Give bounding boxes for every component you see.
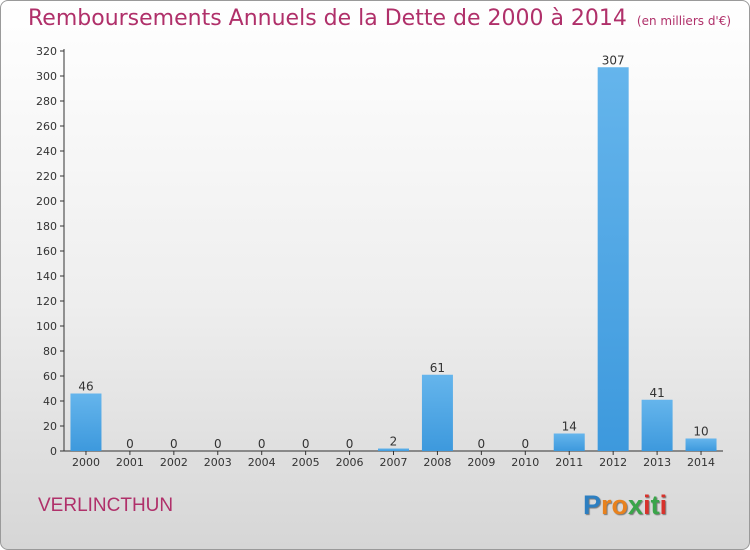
x-tick-label: 2002 xyxy=(160,456,188,469)
y-tick-label: 160 xyxy=(36,245,57,258)
data-label: 0 xyxy=(521,437,529,451)
data-label: 61 xyxy=(430,361,445,375)
bar xyxy=(685,438,717,451)
x-tick-label: 2012 xyxy=(599,456,627,469)
y-tick-label: 300 xyxy=(36,70,57,83)
y-tick-label: 100 xyxy=(36,320,57,333)
logo-letter: t xyxy=(650,490,660,520)
bar xyxy=(421,374,453,451)
data-label: 0 xyxy=(302,437,310,451)
x-tick-label: 2000 xyxy=(72,456,100,469)
bar xyxy=(641,399,673,451)
x-tick-label: 2009 xyxy=(467,456,495,469)
x-tick-label: 2014 xyxy=(687,456,715,469)
chart-title-text: Remboursements Annuels de la Dette de 20… xyxy=(28,6,627,31)
y-tick-label: 220 xyxy=(36,170,57,183)
data-label: 0 xyxy=(214,437,222,451)
data-label: 0 xyxy=(346,437,354,451)
y-tick-label: 320 xyxy=(36,45,57,58)
data-label: 41 xyxy=(649,386,664,400)
x-tick-label: 2001 xyxy=(116,456,144,469)
y-tick-label: 200 xyxy=(36,195,57,208)
data-label: 0 xyxy=(170,437,178,451)
y-tick-label: 260 xyxy=(36,120,57,133)
chart-subtitle: (en milliers d'€) xyxy=(636,14,732,28)
y-tick-label: 40 xyxy=(43,395,57,408)
x-tick-label: 2003 xyxy=(204,456,232,469)
y-tick-label: 60 xyxy=(43,370,57,383)
chart-title: Remboursements Annuels de la Dette de 20… xyxy=(28,6,731,31)
bar xyxy=(70,393,102,451)
data-label: 307 xyxy=(602,53,625,67)
y-tick-label: 280 xyxy=(36,95,57,108)
commune-name: VERLINCTHUN xyxy=(38,495,174,516)
y-tick-label: 0 xyxy=(50,445,57,458)
logo-letter: i xyxy=(659,490,668,520)
bar xyxy=(597,67,629,451)
bar xyxy=(378,448,409,451)
x-tick-label: 2007 xyxy=(380,456,408,469)
proxiti-logo: Proxiti xyxy=(583,490,667,521)
x-tick-label: 2008 xyxy=(423,456,451,469)
y-tick-label: 20 xyxy=(43,420,57,433)
x-tick-label: 2005 xyxy=(292,456,320,469)
data-label: 46 xyxy=(78,380,93,394)
data-label: 10 xyxy=(693,425,708,439)
logo-letter: i xyxy=(643,490,651,520)
data-label: 0 xyxy=(258,437,266,451)
y-tick-label: 240 xyxy=(36,145,57,158)
y-tick-label: 80 xyxy=(43,345,57,358)
x-tick-label: 2011 xyxy=(555,456,583,469)
logo-letter: r xyxy=(601,490,612,520)
logo-letter: x xyxy=(628,490,644,520)
y-tick-label: 120 xyxy=(36,295,57,308)
x-tick-label: 2004 xyxy=(248,456,276,469)
bar xyxy=(553,433,585,451)
y-tick-label: 180 xyxy=(36,220,57,233)
x-tick-label: 2013 xyxy=(643,456,671,469)
data-label: 14 xyxy=(562,420,577,434)
data-label: 0 xyxy=(126,437,134,451)
data-label: 2 xyxy=(390,435,398,449)
logo-letter: P xyxy=(583,490,602,520)
data-label: 0 xyxy=(478,437,486,451)
logo-letter: o xyxy=(611,490,629,520)
x-tick-label: 2006 xyxy=(336,456,364,469)
x-tick-label: 2010 xyxy=(511,456,539,469)
y-tick-label: 140 xyxy=(36,270,57,283)
